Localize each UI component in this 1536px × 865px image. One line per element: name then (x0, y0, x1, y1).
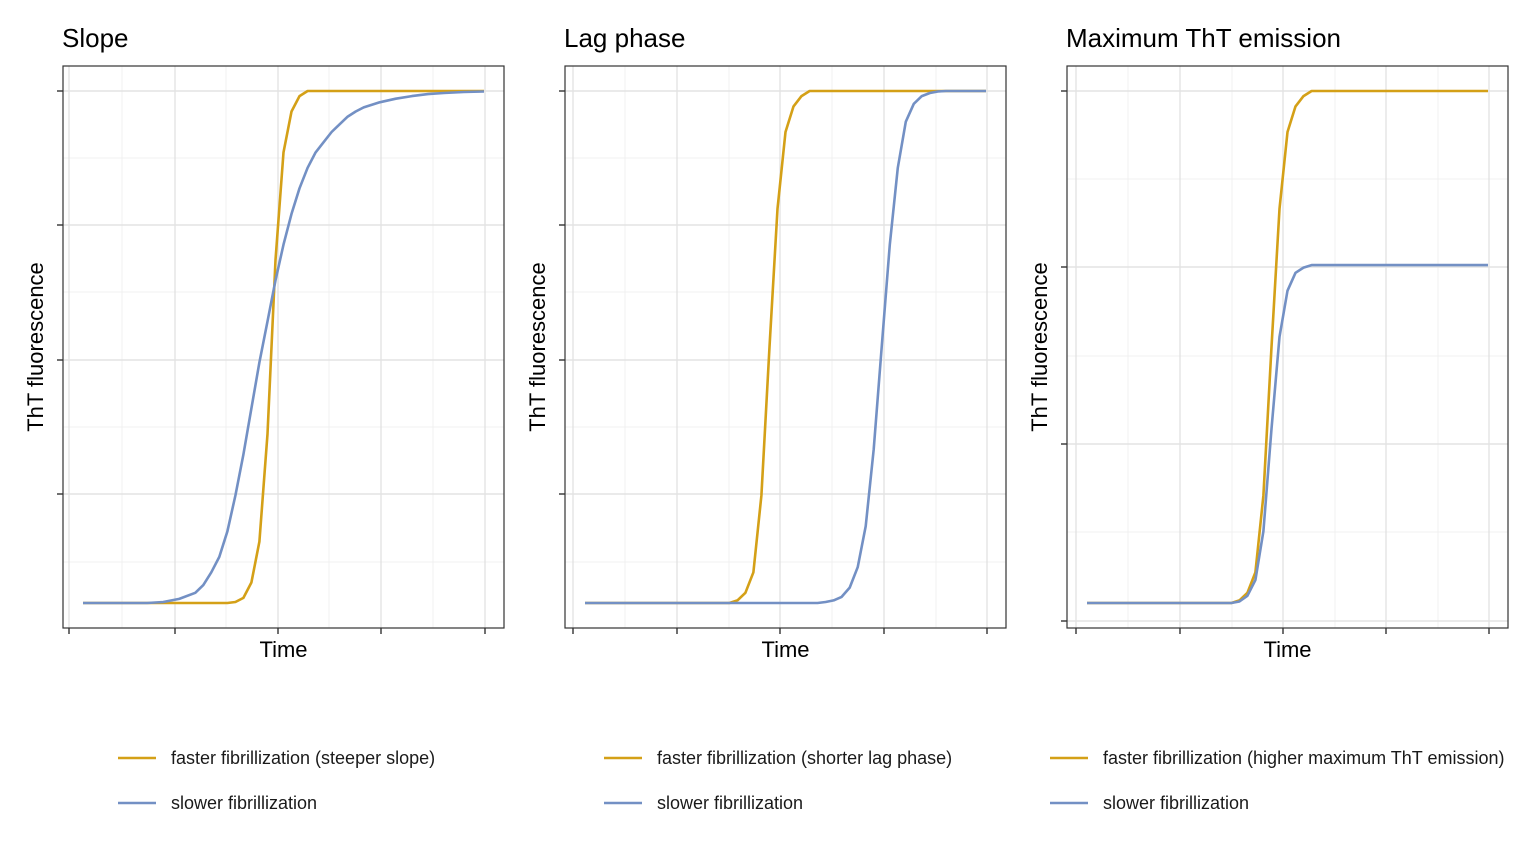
x-axis-label: Time (761, 637, 809, 662)
legend-label: faster fibrillization (higher maximum Th… (1103, 748, 1504, 768)
chart-panel-3: Maximum ThT emission Time ThT fluorescence… (1027, 23, 1509, 813)
series-line-slower (83, 90, 485, 605)
chart-panel-2: Lag phase Time ThT fluorescence faster fibr… (525, 23, 1007, 813)
x-axis-label: Time (1263, 637, 1311, 662)
series-line-faster (585, 89, 986, 605)
legend-label: slower fibrillization (1103, 793, 1249, 813)
chart-title: Lag phase (564, 23, 685, 53)
legend-label: slower fibrillization (171, 793, 317, 813)
plot-background (1067, 66, 1508, 628)
legend: faster fibrillization (steeper slope) slo… (118, 748, 435, 813)
y-axis-label: ThT fluorescence (1027, 262, 1052, 432)
plot-border (62, 65, 505, 629)
legend: faster fibrillization (higher maximum Th… (1050, 748, 1504, 813)
y-axis-label: ThT fluorescence (23, 262, 48, 432)
chart-panel-1: Slope Time ThT fluorescence faster fibrilli… (23, 23, 505, 813)
plot-border (1066, 65, 1509, 629)
legend-label: slower fibrillization (657, 793, 803, 813)
plot-background (565, 66, 1006, 628)
series-line-slower (585, 89, 986, 605)
plot-border (564, 65, 1007, 629)
x-axis-label: Time (259, 637, 307, 662)
series-line-slower (1087, 263, 1488, 605)
legend: faster fibrillization (shorter lag phase… (604, 748, 952, 813)
legend-label: faster fibrillization (shorter lag phase… (657, 748, 952, 768)
chart-title: Slope (62, 23, 129, 53)
chart-title: Maximum ThT emission (1066, 23, 1341, 53)
legend-label: faster fibrillization (steeper slope) (171, 748, 435, 768)
y-axis-label: ThT fluorescence (525, 262, 550, 432)
series-line-faster (83, 89, 484, 605)
